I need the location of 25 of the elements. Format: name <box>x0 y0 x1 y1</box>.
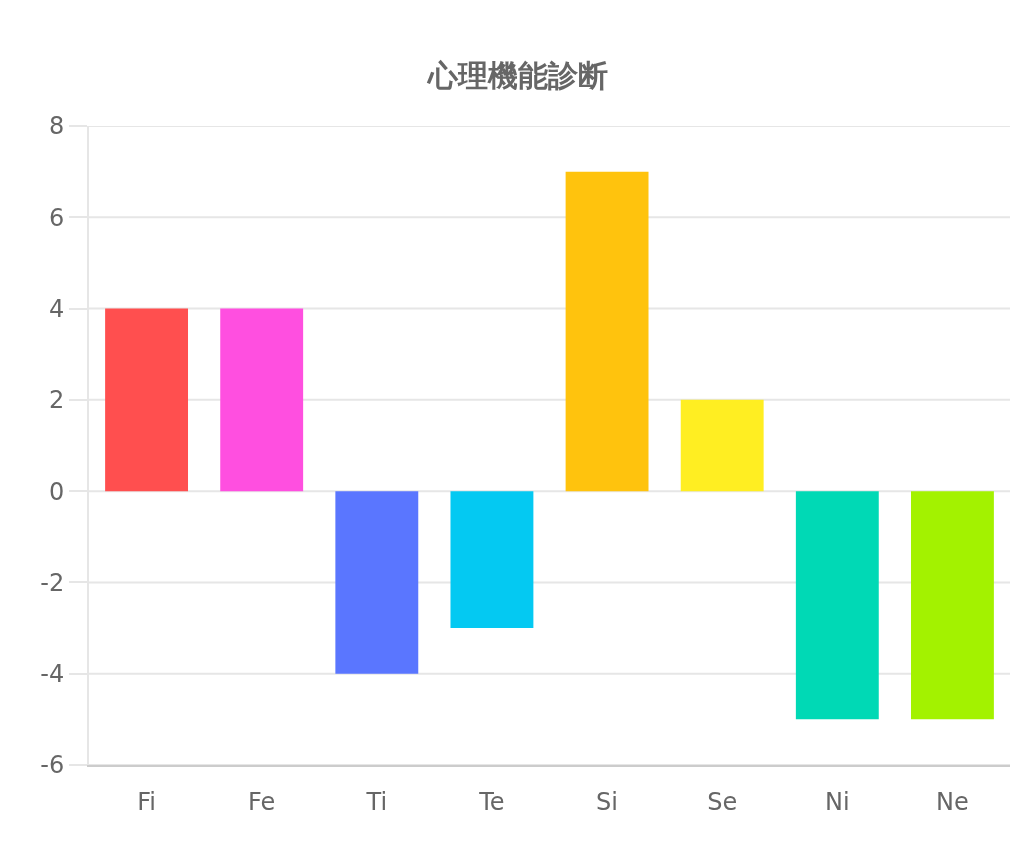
x-tick-label: Fi <box>137 787 156 816</box>
y-tick-label: 4 <box>48 294 65 323</box>
bar <box>335 491 419 674</box>
chart-title: 心理機能診断 <box>426 57 608 93</box>
bar <box>105 308 189 492</box>
x-tick-label: Se <box>707 787 738 816</box>
y-tick-label: 2 <box>48 386 65 415</box>
x-tick-label: Te <box>478 787 505 816</box>
bar <box>910 491 994 720</box>
bar <box>450 491 534 629</box>
bar <box>680 399 764 492</box>
y-tick-label: 6 <box>48 203 65 232</box>
x-tick-label: Ti <box>365 787 388 816</box>
y-tick-label: 0 <box>48 477 65 506</box>
x-tick-label: Ni <box>825 787 850 816</box>
x-tick-label: Fe <box>248 787 276 816</box>
x-tick-label: Si <box>596 787 619 816</box>
bar <box>220 308 304 492</box>
y-tick-label: -4 <box>40 660 65 689</box>
y-tick-label: -2 <box>40 568 65 597</box>
x-tick-label: Ne <box>936 787 969 816</box>
bar <box>565 171 649 492</box>
bar <box>795 491 879 720</box>
y-tick-label: -6 <box>40 751 65 780</box>
y-tick-label: 8 <box>48 112 65 141</box>
